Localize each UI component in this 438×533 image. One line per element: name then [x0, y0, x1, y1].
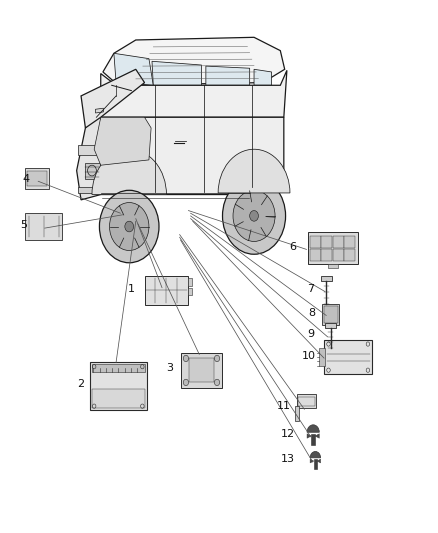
Polygon shape — [101, 117, 284, 195]
Bar — [324, 340, 372, 374]
Polygon shape — [317, 459, 321, 463]
Text: 11: 11 — [277, 401, 291, 411]
Bar — [189, 359, 215, 383]
Text: 6: 6 — [289, 242, 296, 252]
Polygon shape — [315, 434, 319, 438]
Bar — [324, 306, 338, 323]
Circle shape — [215, 379, 220, 386]
Wedge shape — [92, 149, 166, 195]
Circle shape — [125, 221, 134, 232]
Bar — [25, 168, 49, 189]
Bar — [90, 362, 147, 410]
Polygon shape — [307, 434, 311, 438]
Bar — [103, 136, 111, 155]
Wedge shape — [218, 149, 290, 193]
Bar — [321, 236, 332, 248]
Polygon shape — [206, 66, 250, 85]
Bar — [92, 389, 145, 408]
Bar — [311, 434, 315, 445]
Circle shape — [110, 203, 149, 251]
Polygon shape — [310, 459, 314, 463]
Bar — [188, 288, 192, 295]
Bar — [145, 276, 188, 305]
Bar — [310, 249, 321, 261]
Polygon shape — [101, 70, 287, 117]
Bar — [321, 276, 332, 281]
Bar — [333, 236, 343, 248]
Polygon shape — [103, 37, 285, 85]
Text: 12: 12 — [281, 430, 295, 439]
Text: 2: 2 — [78, 379, 85, 389]
Polygon shape — [85, 163, 100, 179]
Bar — [344, 236, 355, 248]
Polygon shape — [95, 108, 103, 113]
Bar — [325, 322, 336, 328]
Circle shape — [183, 355, 188, 361]
Circle shape — [215, 355, 220, 361]
Text: 4: 4 — [23, 174, 30, 183]
Circle shape — [233, 190, 275, 241]
Bar — [132, 136, 140, 155]
Text: 1: 1 — [128, 284, 135, 294]
Bar — [310, 236, 321, 248]
Circle shape — [99, 190, 159, 263]
Bar — [113, 136, 120, 155]
Bar — [297, 394, 316, 408]
Text: 9: 9 — [307, 329, 314, 339]
Bar — [180, 353, 223, 388]
Circle shape — [223, 177, 286, 254]
Polygon shape — [78, 145, 101, 155]
Bar — [299, 397, 314, 406]
Bar — [314, 459, 317, 469]
Bar — [92, 364, 145, 372]
Bar — [344, 249, 355, 261]
Wedge shape — [310, 451, 321, 458]
Polygon shape — [78, 187, 100, 193]
Polygon shape — [254, 69, 272, 85]
Polygon shape — [114, 53, 153, 85]
Polygon shape — [152, 61, 201, 85]
Bar — [294, 406, 299, 421]
Polygon shape — [81, 69, 145, 128]
Bar — [321, 249, 332, 261]
Bar — [333, 249, 343, 261]
Polygon shape — [94, 117, 151, 165]
Bar — [188, 278, 192, 286]
Text: 3: 3 — [166, 363, 173, 373]
Bar — [322, 304, 339, 325]
Text: 5: 5 — [21, 221, 28, 230]
Bar — [122, 136, 130, 155]
Bar — [319, 349, 325, 366]
Text: 10: 10 — [302, 351, 316, 361]
Text: 8: 8 — [308, 308, 315, 318]
Circle shape — [250, 211, 258, 221]
Text: 13: 13 — [281, 455, 295, 464]
Bar — [307, 232, 358, 264]
Bar — [328, 264, 338, 268]
Bar — [28, 171, 47, 186]
Polygon shape — [77, 112, 101, 200]
Text: 7: 7 — [307, 285, 314, 294]
Wedge shape — [307, 425, 319, 432]
Bar — [25, 213, 63, 240]
Circle shape — [183, 379, 188, 386]
